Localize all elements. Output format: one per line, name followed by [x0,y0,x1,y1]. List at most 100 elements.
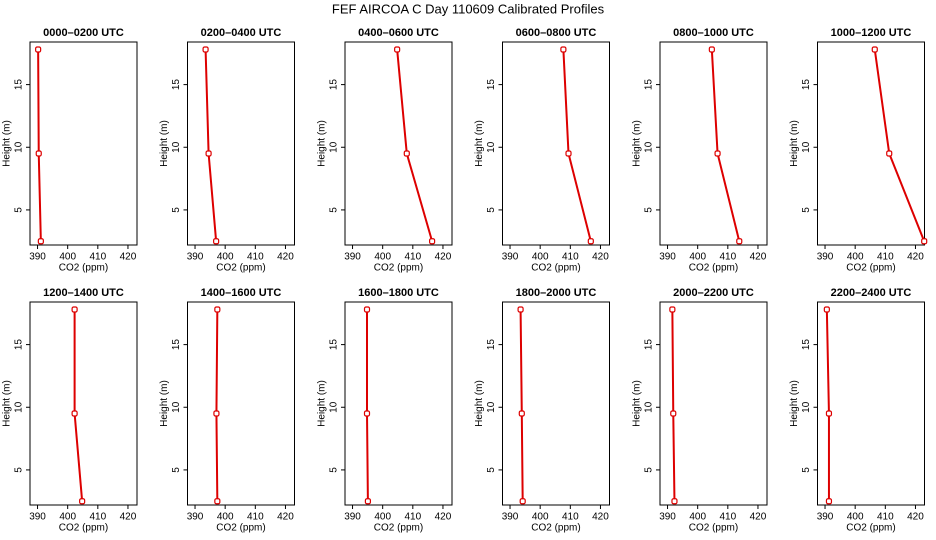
x-tick-label: 420 [592,252,609,263]
y-axis-label: Height (m) [474,380,485,427]
x-tick-label: 390 [502,252,519,263]
x-tick-label: 420 [907,512,924,523]
y-tick-label: 5 [801,207,812,213]
x-tick-label: 400 [59,512,76,523]
panel-title: 1800–2000 UTC [516,287,597,299]
profile-point [403,150,410,157]
x-tick-label: 400 [689,252,706,263]
y-tick-label: 5 [644,467,655,473]
x-tick-label: 390 [29,252,46,263]
profile-point [202,46,209,53]
profile-point [736,238,743,245]
plot-frame [29,41,138,246]
panel-title: 1600–1800 UTC [358,287,439,299]
plot-frame [29,301,138,506]
y-tick-label: 15 [171,339,182,351]
y-tick-label: 15 [801,339,812,351]
x-axis-label: CO2 (ppm) [689,523,738,534]
x-tick-label: 390 [502,512,519,523]
profile-line [671,309,676,502]
x-tick-label: 410 [719,512,736,523]
x-tick-label: 400 [532,512,549,523]
y-axis-label: Height (m) [789,380,800,427]
x-tick-label: 410 [562,512,579,523]
y-tick-label: 15 [329,339,340,351]
profile-point [886,150,893,157]
profile-point [565,150,572,157]
plot-frame [817,41,925,246]
profile-point [518,410,525,417]
y-tick-label: 10 [644,401,655,413]
profile-point [517,306,524,313]
plot-frame [187,301,295,506]
y-tick-label: 15 [801,79,812,91]
x-tick-label: 400 [59,252,76,263]
y-tick-label: 10 [486,141,497,153]
profile-point [363,410,371,417]
profile-line [825,309,830,502]
x-tick-label: 410 [89,512,106,523]
panel-title: 0200–0400 UTC [201,27,282,39]
plot-frame [344,41,453,246]
x-tick-label: 410 [404,252,421,263]
plot-frame [659,41,768,246]
y-tick-label: 15 [329,79,340,91]
y-tick-label: 5 [171,467,182,473]
panel-title: 2200–2400 UTC [831,287,912,299]
x-axis-label: CO2 (ppm) [59,523,108,534]
x-tick-label: 400 [689,512,706,523]
profile-point [363,306,371,313]
panel-title: 1400–1600 UTC [201,287,282,299]
x-tick-label: 390 [344,252,361,263]
profile-line [396,49,434,242]
x-tick-label: 420 [750,252,767,263]
y-tick-label: 5 [801,467,812,473]
x-tick-label: 390 [659,512,676,523]
x-tick-label: 420 [435,252,452,263]
y-tick-label: 5 [14,207,25,213]
profile-point [825,498,833,505]
y-tick-label: 15 [14,339,25,351]
profile-point [79,498,86,505]
y-tick-label: 10 [486,401,497,413]
plot-frame [502,41,610,246]
y-tick-label: 15 [486,79,497,91]
panel-title: 2000–2200 UTC [673,287,754,299]
y-tick-label: 5 [644,207,655,213]
profile-point [670,410,677,417]
y-tick-label: 5 [486,207,497,213]
x-tick-label: 390 [659,252,676,263]
profile-point [714,150,721,157]
profile-line [366,309,369,502]
panel-title: 1200–1400 UTC [43,287,124,299]
y-tick-label: 15 [486,339,497,351]
x-tick-label: 410 [877,512,894,523]
x-axis-label: CO2 (ppm) [374,263,423,274]
y-tick-label: 15 [171,79,182,91]
x-axis-label: CO2 (ppm) [531,263,580,274]
profile-line [519,309,524,502]
x-tick-label: 410 [247,512,264,523]
x-tick-label: 400 [217,512,234,523]
plot-frame [187,41,295,246]
panel-title: 0800–1000 UTC [673,27,754,39]
profile-point [35,150,42,157]
panel-title: 0400–0600 UTC [358,27,439,39]
profile-point [394,46,401,53]
x-tick-label: 390 [817,252,834,263]
x-tick-label: 390 [817,512,834,523]
profile-line [204,49,218,242]
x-tick-label: 400 [847,512,864,523]
profile-point [214,498,221,505]
y-tick-label: 10 [801,401,812,413]
x-axis-label: CO2 (ppm) [531,523,580,534]
x-tick-label: 410 [877,252,894,263]
x-tick-label: 420 [750,512,767,523]
y-axis-label: Height (m) [789,120,800,167]
x-tick-label: 410 [89,252,106,263]
plot-frame [817,301,925,506]
profile-line [37,49,42,242]
y-tick-label: 5 [329,207,340,213]
x-tick-label: 420 [120,512,137,523]
profile-point [708,46,715,53]
